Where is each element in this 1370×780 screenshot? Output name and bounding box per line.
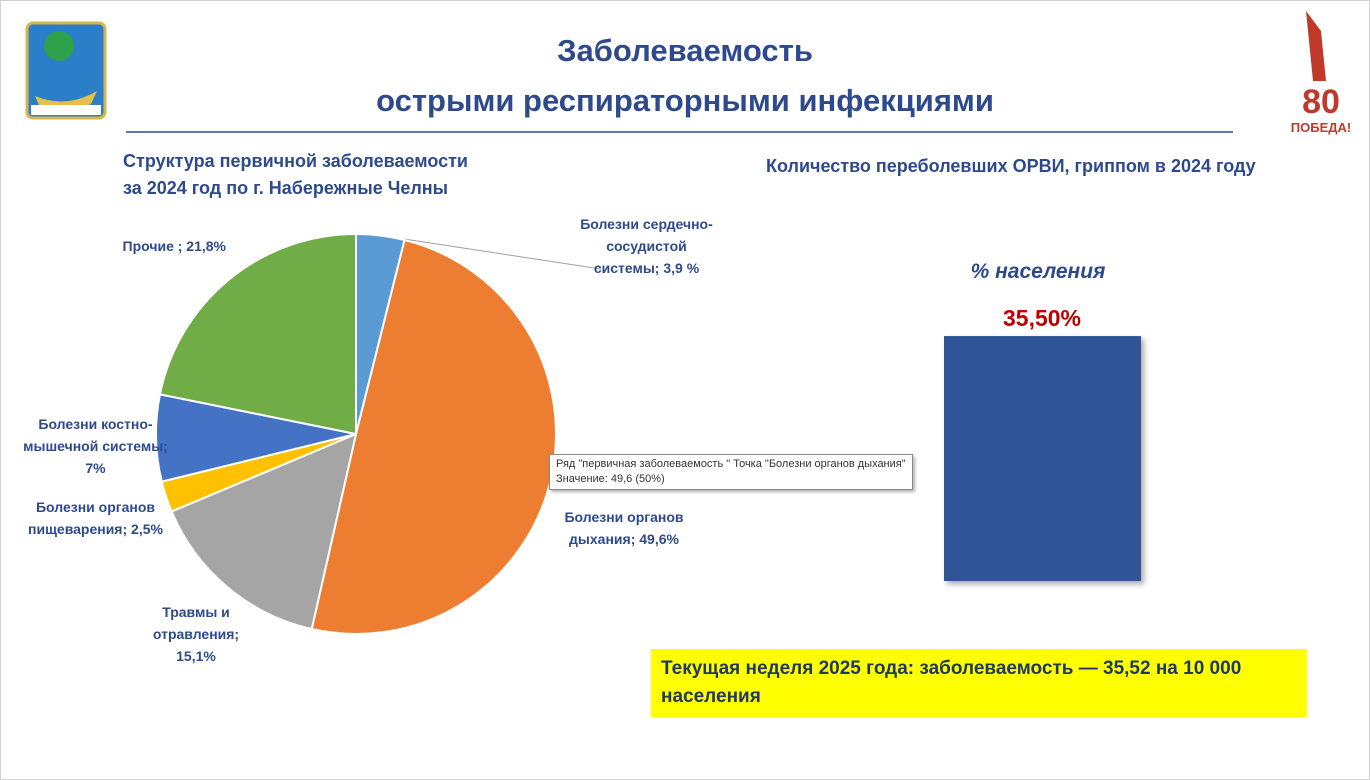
value-label: 7% — [85, 460, 106, 476]
logo-number: 80 — [1302, 83, 1340, 121]
category-label: Болезни костно-мышечной системы; — [23, 416, 168, 454]
pie-title: за 2024 год по г. Набережные Челны — [123, 178, 449, 198]
value-label: 21,8% — [186, 238, 226, 254]
pie-title: Структура первичной заболеваемости — [123, 151, 468, 171]
value-label: 2,5% — [131, 521, 163, 537]
pie-slice — [158, 232, 357, 436]
pie-slice — [170, 432, 358, 631]
category-label: Болезни органов пищеварения; — [28, 499, 155, 537]
pie-label: Прочие ; 21,8% — [61, 235, 226, 257]
left-logo — [25, 21, 107, 120]
value-label: 35,50% — [1003, 305, 1081, 331]
pie-label: Болезни костно-мышечной системы; 7% — [23, 413, 168, 479]
category-label: Болезни сердечно-сосудистой системы; — [580, 216, 713, 276]
category-label: Болезни органов дыхания; — [564, 509, 684, 547]
title: острыми респираторными инфекциями — [376, 83, 994, 118]
value-label: 15,1% — [176, 648, 216, 664]
category-label: Прочие ; — [122, 238, 183, 254]
pie-label: Травмы и отравления; 15,1% — [136, 601, 256, 667]
tooltip-line: Значение: 49,6 (50%) — [556, 473, 665, 485]
bar-title: Количество переболевших ОРВИ, гриппом в … — [766, 156, 1256, 176]
pie-label: Болезни сердечно-сосудистой системы; 3,9… — [579, 213, 714, 279]
value-label: 3,9 % — [663, 260, 700, 276]
value-label: 49,6% — [639, 531, 679, 547]
tooltip-line: Ряд "первичная заболеваемость " Точка "Б… — [556, 458, 906, 470]
category-label: Травмы и отравления; — [152, 604, 240, 642]
bar-subtitle: % населения — [971, 260, 1106, 283]
tooltip: Ряд "первичная заболеваемость " Точка "Б… — [549, 454, 913, 490]
right-logo: 80 ПОБЕДА! — [1291, 11, 1351, 135]
pie-label: Болезни органов дыхания; 49,6% — [549, 506, 699, 550]
pie-label: Болезни органов пищеварения; 2,5% — [23, 496, 168, 540]
leader-line — [403, 238, 602, 270]
note: Текущая неделя 2025 года: заболеваемость… — [651, 649, 1307, 717]
bar — [944, 336, 1141, 581]
title: Заболеваемость — [557, 33, 813, 68]
logo-text: ПОБЕДА! — [1291, 120, 1351, 135]
